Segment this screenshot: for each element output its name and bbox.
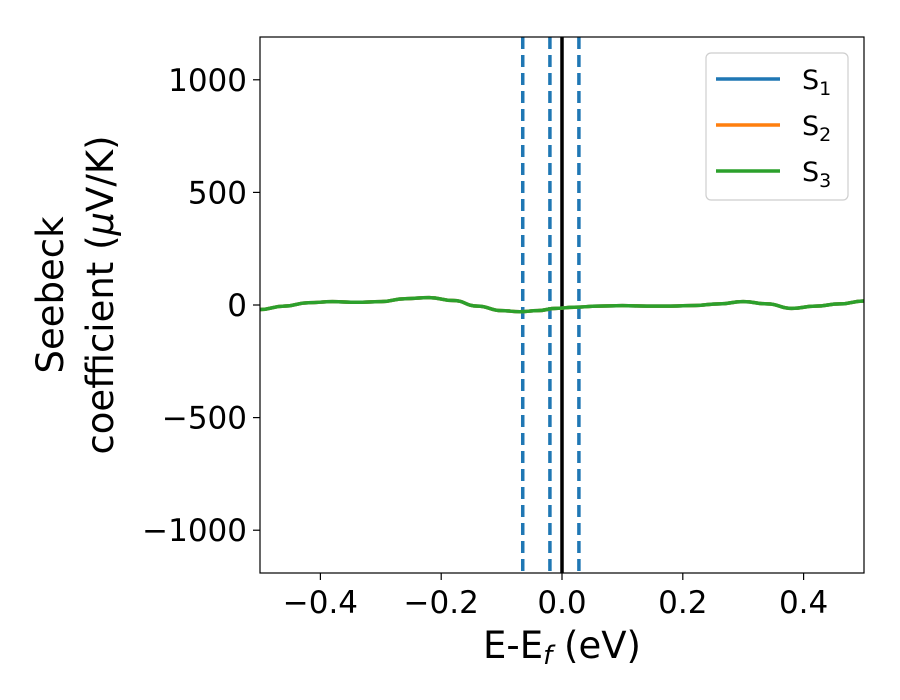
x-tick-label: −0.2: [404, 585, 479, 621]
x-tick-label: 0.0: [537, 585, 586, 621]
y-axis-label-mu: μ: [79, 212, 122, 237]
x-tick-label: −0.4: [283, 585, 358, 621]
series-line-3: [259, 295, 865, 314]
reference-lines: [520, 37, 581, 573]
x-tick-label: 0.2: [658, 585, 707, 621]
legend-label-1: S1: [802, 65, 831, 100]
legend-label-2: S2: [802, 111, 831, 146]
x-axis-label: E-Ef (eV): [483, 624, 641, 671]
y-axis-label-line1: Seebeck: [29, 216, 72, 374]
y-tick-label: 500: [188, 175, 247, 211]
series-lines: [259, 295, 865, 314]
y-axis-label: Seebeck coefficient (μV/K): [29, 135, 122, 454]
legend: S1 S2 S3: [705, 52, 849, 201]
y-tick-label: 0: [227, 288, 247, 324]
y-tick-label: 1000: [168, 63, 247, 99]
y-axis-label-unit: V/K): [79, 135, 122, 211]
x-axis-label-unit: (eV): [552, 624, 641, 667]
y-axis-label-word: coefficient (: [79, 235, 122, 454]
y-tick-label: −500: [162, 401, 247, 437]
x-axis: −0.4 −0.2 0.0 0.2 0.4: [283, 573, 828, 621]
legend-label-3: S3: [802, 157, 831, 192]
y-axis-label-line2: coefficient (μV/K): [79, 135, 122, 454]
y-axis: −1000 −500 0 500 1000: [142, 63, 260, 549]
x-axis-label-main: E-E: [483, 624, 543, 667]
x-tick-label: 0.4: [779, 585, 828, 621]
y-tick-label: −1000: [142, 513, 247, 549]
